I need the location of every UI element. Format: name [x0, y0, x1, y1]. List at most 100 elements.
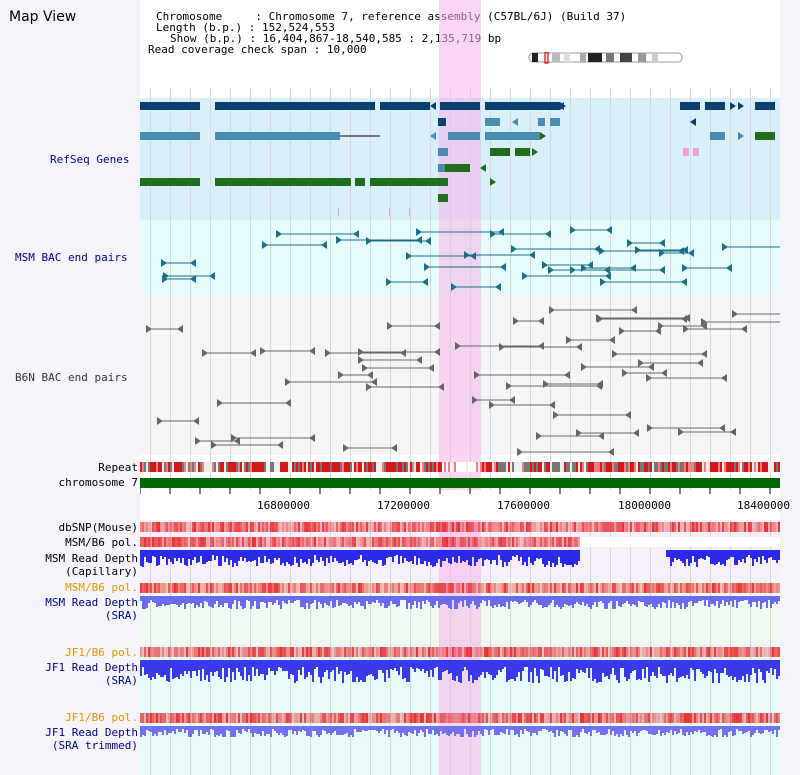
heat-cell	[518, 583, 520, 593]
depth-bar	[714, 726, 716, 735]
depth-bar	[762, 660, 764, 680]
depth-bar	[678, 550, 680, 559]
depth-bar	[288, 660, 290, 679]
repeat-block	[602, 462, 604, 472]
depth-bar	[540, 660, 542, 669]
heat-cell	[278, 583, 280, 593]
heat-cell	[150, 537, 152, 547]
heat-cell	[514, 713, 516, 723]
chromosome-ideogram[interactable]	[528, 52, 684, 64]
depth-bar	[220, 660, 222, 679]
depth-bar	[514, 596, 516, 601]
heat-cell	[732, 713, 734, 723]
depth-bar	[430, 596, 432, 606]
strand-arrow	[726, 264, 732, 272]
depth-bar	[260, 660, 262, 674]
chromosome-bar[interactable]	[140, 478, 780, 488]
heat-cell	[222, 583, 224, 593]
heat-cell	[250, 537, 252, 547]
b6n-bac-pairs-track[interactable]	[140, 295, 780, 460]
heat-cell	[576, 537, 578, 547]
heat-cell	[278, 713, 280, 723]
depth-bar	[374, 726, 376, 730]
depth-bar	[306, 550, 308, 564]
repeat-block	[278, 462, 280, 472]
depth-bar	[420, 596, 422, 609]
strand-arrow	[209, 272, 215, 280]
depth-bar	[182, 726, 184, 729]
depth-bar	[548, 660, 550, 677]
grid-line	[170, 88, 171, 775]
repeat-block	[424, 462, 426, 472]
depth-bar	[586, 660, 588, 668]
depth-bar	[694, 550, 696, 562]
repeat-track[interactable]	[140, 462, 780, 472]
heat-cell	[446, 713, 448, 723]
repeat-block	[438, 462, 440, 472]
selected-region-highlight[interactable]	[439, 0, 481, 775]
depth-bar	[152, 726, 154, 736]
refseq-genes-track[interactable]	[140, 98, 780, 220]
depth-bar	[458, 596, 460, 603]
heat-cell	[538, 583, 540, 593]
heat-cell	[316, 537, 318, 547]
polymorphism-depth-tracks[interactable]	[140, 520, 780, 775]
depth-bar	[184, 660, 186, 671]
depth-bar	[362, 596, 364, 606]
heat-cell	[310, 522, 312, 532]
depth-bar	[164, 660, 166, 675]
depth-bar	[156, 660, 158, 673]
strand-arrow	[358, 348, 364, 356]
msm-bac-pairs-track[interactable]	[140, 220, 780, 295]
depth-bar	[720, 726, 722, 729]
dbsnp-label: dbSNP(Mouse)	[58, 521, 138, 534]
heat-cell	[202, 537, 204, 547]
heat-cell	[310, 647, 312, 657]
depth-bar	[602, 660, 604, 673]
gene-block	[438, 164, 445, 172]
repeat-block	[634, 462, 636, 472]
heat-cell	[502, 537, 504, 547]
heat-cell	[408, 713, 410, 723]
heat-cell	[418, 647, 420, 657]
heat-cell	[258, 522, 260, 532]
depth-bar	[768, 660, 770, 673]
depth-bar	[374, 550, 376, 563]
heat-cell	[204, 583, 206, 593]
repeat-block	[170, 462, 172, 472]
depth-bar	[162, 660, 164, 677]
depth-bar	[712, 596, 714, 604]
repeat-block	[508, 462, 510, 472]
depth-bar	[732, 596, 734, 607]
heat-cell	[208, 713, 210, 723]
repeat-block	[776, 462, 778, 472]
heat-cell	[574, 537, 576, 547]
heat-cell	[760, 647, 762, 657]
grid-line	[490, 88, 491, 775]
heat-cell	[476, 583, 478, 593]
depth-bar	[674, 660, 676, 668]
heat-cell	[166, 647, 168, 657]
heat-cell	[666, 713, 668, 723]
heat-cell	[184, 647, 186, 657]
repeat-block	[772, 462, 774, 472]
depth-bar	[338, 596, 340, 606]
heat-cell	[518, 713, 520, 723]
strand-arrow	[542, 261, 548, 269]
strand-arrow	[576, 343, 582, 351]
heat-cell	[170, 583, 172, 593]
heat-cell	[488, 647, 490, 657]
depth-bar	[704, 596, 706, 606]
heat-cell	[386, 537, 388, 547]
repeat-block	[726, 462, 728, 472]
gene-block	[680, 102, 700, 110]
depth-bar	[582, 726, 584, 729]
strand-arrow	[162, 275, 168, 283]
depth-bar	[224, 726, 226, 737]
heat-cell	[240, 522, 242, 532]
repeat-block	[244, 462, 246, 472]
heat-cell	[236, 537, 238, 547]
repeat-block	[746, 462, 748, 472]
heat-cell	[326, 537, 328, 547]
depth-bar	[484, 726, 486, 729]
